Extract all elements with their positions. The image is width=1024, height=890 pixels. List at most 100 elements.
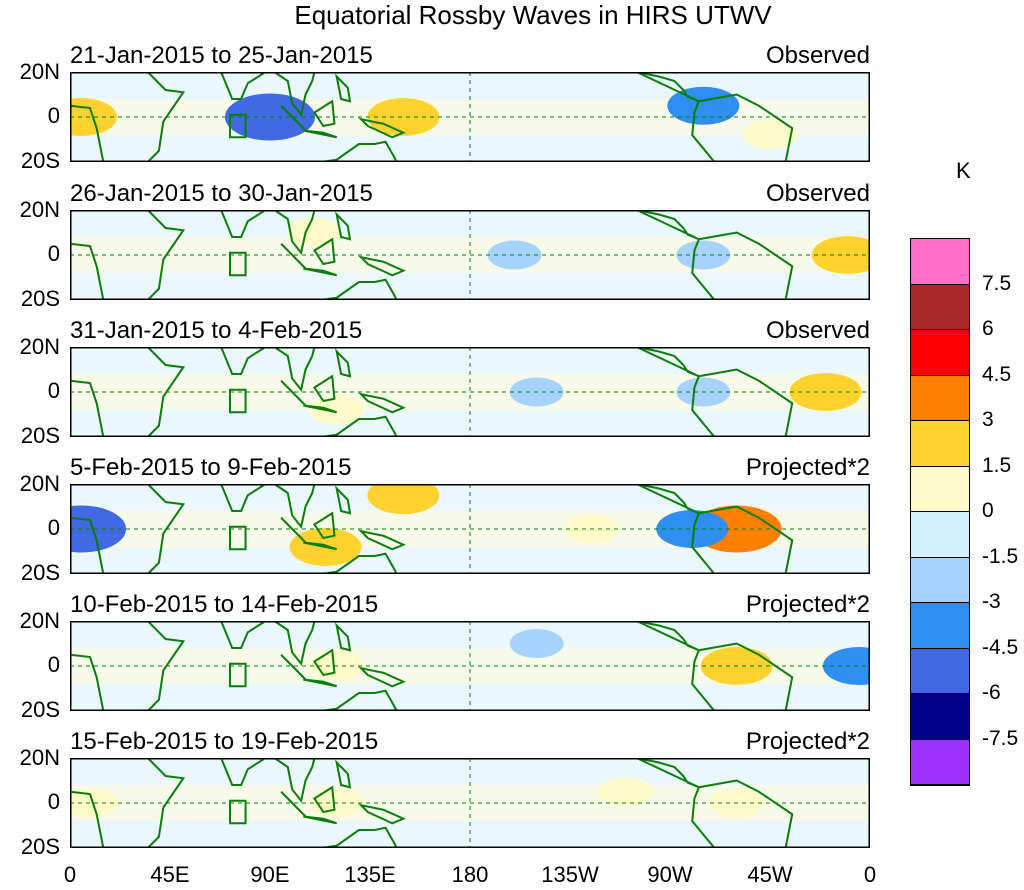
coastline [280,380,307,407]
panel-4: 5-Feb-2015 to 9-Feb-2015 Projected*2 20N 0 2… [0,0,1024,585]
lat-label: 20S [20,148,60,173]
panel-date-range: 10-Feb-2015 to 14-Feb-2015 [70,591,379,618]
lon-label: 45W [747,862,793,887]
panel-kind: Projected*2 [745,454,870,481]
colorbar-label: 7.5 [982,271,1012,295]
panel-kind: Projected*2 [745,591,870,618]
coastline [335,348,352,378]
reference-box [229,799,247,825]
coastline [335,759,352,789]
lon-label: 45E [150,862,190,887]
colorbar-swatch [911,739,969,785]
coastline [313,99,336,128]
map-svg [70,210,870,300]
reference-box [229,113,247,139]
coastline [303,815,337,825]
lat-label: 20N [19,197,60,222]
panel-1: 21-Jan-2015 to 25-Jan-2015 Observed 20N 0 20… [0,0,1024,173]
lat-label: 20N [19,334,60,359]
lon-label: 90W [647,862,693,887]
panel-3: 31-Jan-2015 to 4-Feb-2015 Observed 20N 0 20S [0,0,1024,448]
colorbar-label: 4.5 [982,362,1012,386]
lat-label: 20S [20,834,60,859]
map-svg [70,347,870,437]
map-svg [70,621,870,711]
coastline [280,791,307,818]
lon-label: 90E [250,862,290,887]
colorbar-swatch [911,648,969,694]
coastline [335,622,352,652]
coastline [280,105,307,132]
anomaly-blob [367,484,440,515]
panel-date-range: 21-Jan-2015 to 25-Jan-2015 [70,42,373,69]
lon-label: 135E [344,862,396,887]
colorbar-label: -3 [982,590,1001,613]
coastline [303,267,337,277]
panel-map [70,210,870,300]
panel-kind: Observed [765,317,870,344]
colorbar-swatch [911,557,969,603]
colorbar-label: -6 [982,681,1001,704]
lat-label: 20N [19,471,60,496]
coastline [313,511,336,540]
panel-date-range: 31-Jan-2015 to 4-Feb-2015 [70,317,363,344]
colorbar-swatch [911,466,969,512]
coastline [358,255,406,277]
coastline [358,803,406,825]
map-frame [70,621,870,711]
coastline [313,648,336,677]
panel-date-range: 5-Feb-2015 to 9-Feb-2015 [70,454,352,481]
map-frame [70,758,870,848]
colorbar-label: -1.5 [982,544,1019,568]
coastline [691,93,794,162]
anomaly-blob [70,505,127,553]
panel-2: 26-Jan-2015 to 30-Jan-2015 Observed 20N 0 20… [0,0,1024,311]
coastline [691,642,794,711]
coastline [335,485,352,515]
panel-5: 10-Feb-2015 to 14-Feb-2015 Projected*2 20N… [0,0,1024,722]
coastline [220,484,268,512]
coastline [70,210,186,300]
colorbar-swatch [911,694,969,740]
lat-label: 20N [19,745,60,770]
map-frame [70,484,870,574]
coastline [70,72,186,162]
coastline [303,541,337,551]
lon-label: 135W [541,862,599,887]
coastline [335,73,352,103]
panel-map [70,758,870,848]
coastline [691,368,794,437]
lat-label: 0 [47,515,60,540]
panel-map [70,347,870,437]
coastline [220,72,268,100]
colorbar-label: -4.5 [982,635,1019,659]
coastline [313,374,336,403]
coastline [358,529,406,551]
coastline [313,237,336,266]
coastline [220,621,268,649]
anomaly-blob [487,240,542,270]
coastline [280,517,307,544]
lat-label: 0 [47,103,60,128]
lat-label: 0 [47,378,60,403]
lat-label: 0 [47,241,60,266]
lat-label: 20N [19,608,60,633]
colorbar-label: 6 [982,317,994,340]
anomaly-blob [309,395,364,425]
colorbar-label: -7.5 [982,726,1019,750]
colorbar-swatch [911,284,969,330]
coastline [691,505,794,574]
coastline [280,243,307,270]
colorbar-swatch [911,512,969,558]
map-svg [70,484,870,574]
coastline [691,779,794,848]
coastline [691,231,794,300]
coastline [335,211,352,241]
panel-kind: Projected*2 [745,728,870,755]
coastline [220,210,268,238]
map-frame [70,72,870,162]
colorbar-swatch [911,239,969,285]
reference-box [229,251,247,277]
coastline [70,758,186,848]
lat-label: 20S [20,286,60,311]
